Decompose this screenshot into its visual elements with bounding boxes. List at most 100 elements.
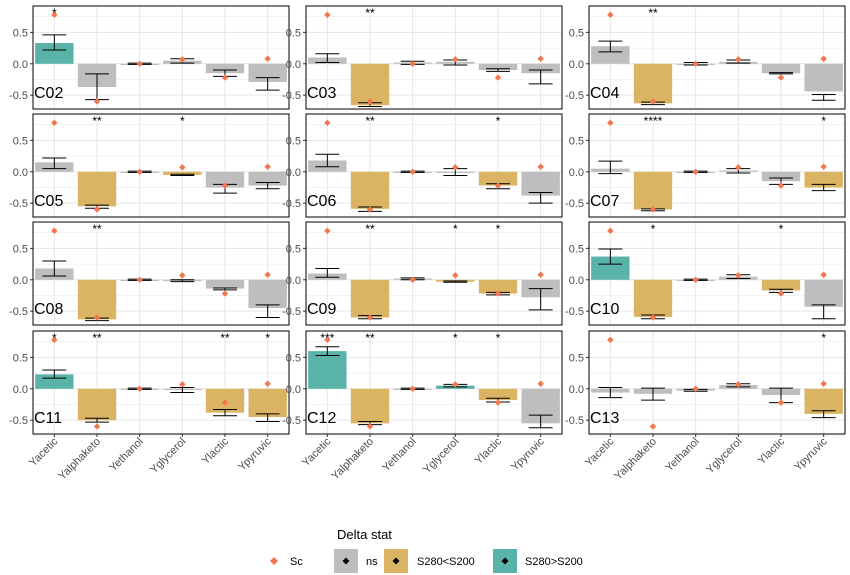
- bar-Ylactic: [478, 279, 518, 294]
- panel-label: C07: [590, 193, 619, 210]
- sc-point: [366, 98, 374, 105]
- sc-point: [820, 271, 827, 278]
- sc-point: [735, 381, 742, 388]
- bar-Ylactic: [205, 63, 245, 74]
- bar-Ylactic: [478, 171, 518, 186]
- bar-Yalphaketo: [350, 279, 390, 318]
- sc-point: [649, 423, 657, 430]
- bar-Yalphaketo: [350, 388, 390, 424]
- sc-point: [537, 380, 544, 387]
- sc-point: [649, 206, 657, 213]
- sc-point: [777, 182, 785, 189]
- x-tick-label: Ylactic: [756, 435, 788, 467]
- panel-label: C10: [590, 301, 619, 318]
- panel-C08: -0.5 0.0 0.5 ** C08: [9, 221, 290, 328]
- legend-key-marker: [501, 557, 509, 565]
- y-tick-label: 0.5: [569, 243, 584, 255]
- legend-item-lt: S280<S200: [384, 549, 475, 573]
- legend-title: Delta stat: [337, 527, 392, 542]
- bar-Ypyruvic: [521, 171, 560, 196]
- sc-point: [409, 60, 416, 67]
- panel-border: [32, 113, 290, 218]
- significance-label: *: [779, 222, 784, 236]
- y-tick-label: 0.0: [13, 384, 28, 396]
- significance-label: **: [92, 114, 102, 128]
- significance-label: **: [365, 114, 375, 128]
- sc-point: [324, 119, 331, 126]
- bar-Ylactic: [761, 171, 801, 182]
- sc-point: [494, 290, 502, 297]
- panel-C12: -0.50.00.5*** ** * *C12: [282, 330, 563, 437]
- sc-point: [452, 164, 459, 171]
- sc-point: [221, 74, 229, 81]
- y-tick-label: 0.5: [286, 27, 301, 39]
- bar-Yalphaketo: [77, 388, 117, 421]
- bar-Ypyruvic: [521, 63, 560, 74]
- x-tick-label: Yethanol: [663, 436, 701, 474]
- bar-Ylactic: [761, 63, 801, 74]
- panel-label: C12: [307, 410, 336, 427]
- significance-label: **: [220, 331, 230, 345]
- sc-point: [366, 423, 374, 430]
- sc-point: [221, 290, 229, 297]
- sc-point: [692, 168, 699, 175]
- y-tick-label: 0.0: [569, 59, 584, 71]
- bar-Ypyruvic: [804, 279, 843, 307]
- sc-point: [179, 272, 186, 279]
- sc-point: [494, 399, 502, 406]
- y-tick-label: 0.5: [13, 135, 28, 147]
- sc-point: [820, 55, 827, 62]
- sc-point: [179, 164, 186, 171]
- panel-border: [32, 221, 290, 326]
- bar-Yalphaketo: [633, 63, 673, 104]
- y-tick-label: 0.5: [286, 243, 301, 255]
- sc-point: [221, 399, 229, 406]
- sc-point: [409, 168, 416, 175]
- sc-point: [537, 163, 544, 170]
- bar-Ylactic: [478, 388, 518, 401]
- sc-point: [537, 271, 544, 278]
- y-tick-label: 0.0: [286, 167, 301, 179]
- y-tick-label: 0.5: [569, 352, 584, 364]
- bar-Ypyruvic: [804, 171, 843, 188]
- sc-point: [692, 385, 699, 392]
- sc-point: [452, 381, 459, 388]
- bar-Ypyruvic: [804, 388, 843, 414]
- sc-point: [93, 314, 101, 321]
- panel-label: C04: [590, 85, 619, 102]
- bar-Yalphaketo: [633, 171, 673, 210]
- sc-point: [409, 385, 416, 392]
- panel-label: C02: [34, 85, 63, 102]
- sc-point: [649, 98, 657, 105]
- panel-C09: -0.50.00.5** * *C09: [282, 221, 563, 328]
- y-tick-label: -0.5: [9, 306, 28, 318]
- legend-label: S280<S200: [417, 556, 475, 568]
- sc-point: [735, 56, 742, 63]
- panel-C03: -0.5 0.0 0.5 ** C03: [282, 5, 563, 112]
- legend-label: Sc: [290, 556, 303, 568]
- sc-point: [93, 206, 101, 213]
- panels-layer: -0.50.00.5*C02 -0.50.00.5**C03 -0.50.00.5*…: [9, 5, 846, 437]
- y-tick-label: -0.5: [282, 198, 301, 210]
- sc-point: [179, 381, 186, 388]
- sc-point: [820, 380, 827, 387]
- bar-Ylactic: [478, 63, 518, 71]
- panel-border: [32, 5, 290, 110]
- sc-point: [494, 74, 502, 81]
- sc-point: [93, 98, 101, 105]
- sc-point: [649, 314, 657, 321]
- significance-label: ***: [320, 331, 334, 345]
- x-tick-label: Yglycerol: [421, 436, 461, 476]
- sc-point: [607, 119, 614, 126]
- sc-point: [93, 423, 101, 430]
- x-tick-label: Yacetic: [583, 435, 617, 469]
- panel-C04: -0.5 0.0 0.5 ** C04: [565, 5, 846, 112]
- y-tick-label: 0.5: [569, 27, 584, 39]
- sc-point: [777, 74, 785, 81]
- sc-point: [366, 206, 374, 213]
- y-tick-label: -0.5: [282, 306, 301, 318]
- legend: Delta stat Sc ns S280<S200 S280>S200: [270, 527, 583, 573]
- y-tick-label: 0.0: [13, 59, 28, 71]
- legend-label: S280>S200: [525, 556, 583, 568]
- bar-Ylactic: [761, 279, 801, 291]
